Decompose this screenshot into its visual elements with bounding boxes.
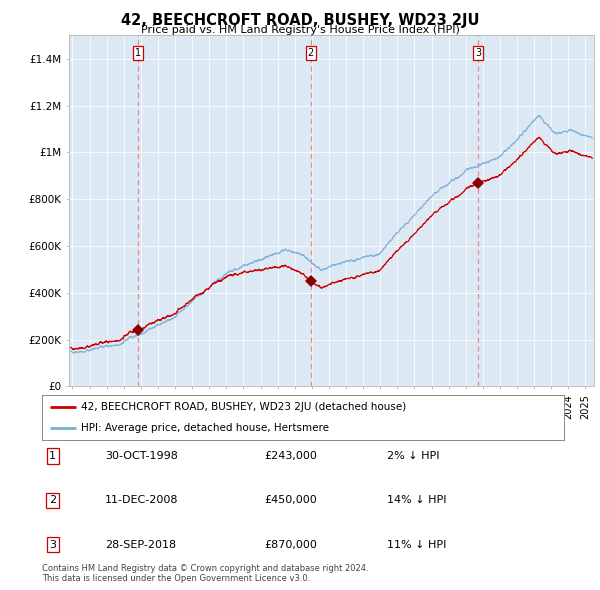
Text: 2: 2 [308, 48, 314, 58]
Text: 11-DEC-2008: 11-DEC-2008 [105, 496, 179, 505]
Text: 42, BEECHCROFT ROAD, BUSHEY, WD23 2JU (detached house): 42, BEECHCROFT ROAD, BUSHEY, WD23 2JU (d… [81, 402, 406, 412]
Text: 2% ↓ HPI: 2% ↓ HPI [387, 451, 439, 461]
Text: £450,000: £450,000 [264, 496, 317, 505]
Text: 11% ↓ HPI: 11% ↓ HPI [387, 540, 446, 549]
Text: £870,000: £870,000 [264, 540, 317, 549]
Text: 3: 3 [475, 48, 481, 58]
Text: 28-SEP-2018: 28-SEP-2018 [105, 540, 176, 549]
Text: 30-OCT-1998: 30-OCT-1998 [105, 451, 178, 461]
Text: 2: 2 [49, 496, 56, 505]
Text: Price paid vs. HM Land Registry's House Price Index (HPI): Price paid vs. HM Land Registry's House … [140, 25, 460, 35]
Text: 14% ↓ HPI: 14% ↓ HPI [387, 496, 446, 505]
Text: £243,000: £243,000 [264, 451, 317, 461]
Text: 42, BEECHCROFT ROAD, BUSHEY, WD23 2JU: 42, BEECHCROFT ROAD, BUSHEY, WD23 2JU [121, 13, 479, 28]
Text: HPI: Average price, detached house, Hertsmere: HPI: Average price, detached house, Hert… [81, 422, 329, 432]
Text: 1: 1 [135, 48, 141, 58]
Text: 3: 3 [49, 540, 56, 549]
Text: 1: 1 [49, 451, 56, 461]
Text: Contains HM Land Registry data © Crown copyright and database right 2024.
This d: Contains HM Land Registry data © Crown c… [42, 563, 368, 583]
